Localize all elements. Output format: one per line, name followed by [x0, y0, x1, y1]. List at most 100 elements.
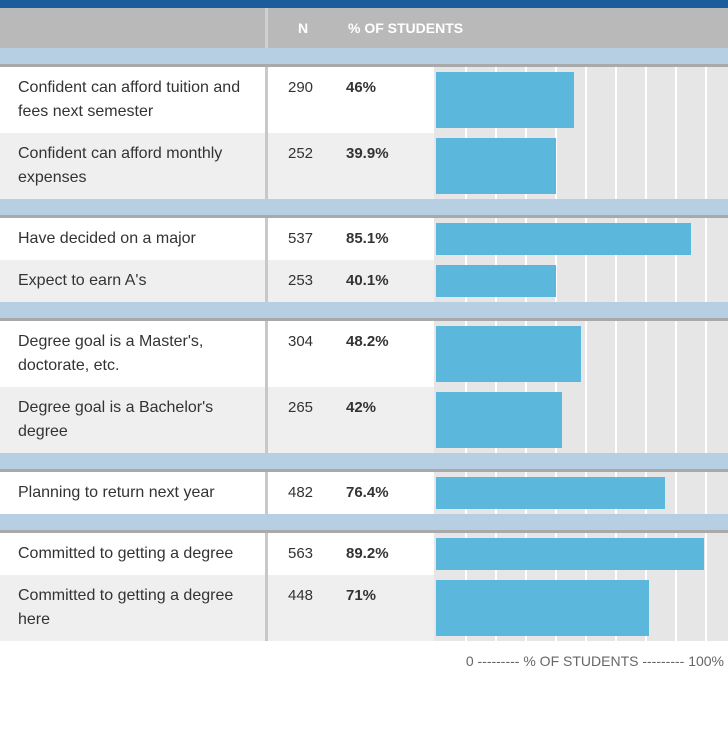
row-percent: 40.1%	[346, 272, 389, 289]
grid-line	[645, 67, 647, 133]
grid-line	[675, 575, 677, 641]
bar-cell	[434, 472, 728, 514]
row-percent: 39.9%	[346, 145, 389, 162]
grid-line	[705, 67, 707, 133]
bar-cell	[434, 260, 728, 302]
row-label: Planning to return next year	[0, 472, 268, 514]
top-band	[0, 0, 728, 8]
row-n: 265	[288, 399, 314, 416]
row-label: Confident can afford tuition and fees ne…	[0, 67, 268, 133]
row-label: Have decided on a major	[0, 218, 268, 260]
table-row: Confident can afford monthly expenses 252…	[0, 133, 728, 199]
row-label: Degree goal is a Bachelor's degree	[0, 387, 268, 453]
grid-line	[675, 260, 677, 302]
header-blank	[0, 8, 268, 48]
grid-line	[615, 321, 617, 387]
row-percent: 85.1%	[346, 230, 389, 247]
bar	[436, 538, 704, 570]
bar-cell	[434, 321, 728, 387]
row-percent: 42%	[346, 399, 377, 416]
table-body: Confident can afford tuition and fees ne…	[0, 48, 728, 641]
grid-line	[645, 387, 647, 453]
group-separator	[0, 302, 728, 321]
row-label: Committed to getting a degree	[0, 533, 268, 575]
row-label: Degree goal is a Master's, doctorate, et…	[0, 321, 268, 387]
grid-line	[675, 67, 677, 133]
row-percent: 48.2%	[346, 333, 389, 350]
bar-cell	[434, 575, 728, 641]
grid-line	[705, 533, 707, 575]
group-separator	[0, 48, 728, 67]
table-row: Degree goal is a Bachelor's degree 265 42%	[0, 387, 728, 453]
bar	[436, 392, 562, 448]
grid-line	[585, 321, 587, 387]
grid-line	[585, 387, 587, 453]
bar-scale	[436, 533, 728, 575]
row-label: Confident can afford monthly expenses	[0, 133, 268, 199]
bar	[436, 72, 574, 128]
row-percent: 46%	[346, 79, 377, 96]
row-label: Expect to earn A's	[0, 260, 268, 302]
grid-line	[615, 133, 617, 199]
bar-cell	[434, 218, 728, 260]
grid-line	[675, 133, 677, 199]
bar-cell	[434, 387, 728, 453]
row-n: 290	[288, 79, 314, 96]
row-n: 563	[288, 545, 314, 562]
grid-line	[705, 321, 707, 387]
bar-scale	[436, 472, 728, 514]
group-separator	[0, 199, 728, 218]
bar-scale	[436, 321, 728, 387]
axis-caption: 0 --------- % OF STUDENTS --------- 100%	[465, 653, 724, 669]
bar-scale	[436, 133, 728, 199]
row-percent: 89.2%	[346, 545, 389, 562]
grid-line	[645, 321, 647, 387]
bar	[436, 477, 666, 509]
bar-scale	[436, 260, 728, 302]
grid-line	[585, 67, 587, 133]
grid-line	[585, 133, 587, 199]
row-n: 448	[288, 587, 314, 604]
grid-line	[705, 133, 707, 199]
grid-line	[705, 387, 707, 453]
bar-scale	[436, 67, 728, 133]
grid-line	[615, 67, 617, 133]
grid-line	[645, 260, 647, 302]
header-percent: % OF STUDENTS	[348, 20, 464, 36]
bar	[436, 580, 649, 636]
bar	[436, 223, 692, 255]
row-percent: 71%	[346, 587, 377, 604]
row-n: 252	[288, 145, 314, 162]
grid-line	[675, 472, 677, 514]
row-label: Committed to getting a degree here	[0, 575, 268, 641]
table-row: Committed to getting a degree 563 89.2%	[0, 533, 728, 575]
bar-scale	[436, 575, 728, 641]
grid-line	[585, 260, 587, 302]
grid-line	[615, 387, 617, 453]
header-n: N	[297, 20, 309, 36]
table-row: Expect to earn A's 253 40.1%	[0, 260, 728, 302]
row-percent: 76.4%	[346, 484, 389, 501]
table-row: Confident can afford tuition and fees ne…	[0, 67, 728, 133]
table-row: Have decided on a major 537 85.1%	[0, 218, 728, 260]
grid-line	[645, 133, 647, 199]
grid-line	[615, 260, 617, 302]
bar-scale	[436, 387, 728, 453]
group-separator	[0, 453, 728, 472]
grid-line	[705, 575, 707, 641]
table-row: Committed to getting a degree here 448 71%	[0, 575, 728, 641]
group-separator	[0, 514, 728, 533]
bar	[436, 265, 557, 297]
grid-line	[675, 387, 677, 453]
row-n: 482	[288, 484, 314, 501]
bar-cell	[434, 133, 728, 199]
bar	[436, 138, 556, 194]
grid-line	[705, 472, 707, 514]
bar	[436, 326, 581, 382]
bar-cell	[434, 67, 728, 133]
grid-line	[675, 321, 677, 387]
header-row: N % OF STUDENTS	[0, 8, 728, 48]
row-n: 537	[288, 230, 314, 247]
row-n: 304	[288, 333, 314, 350]
